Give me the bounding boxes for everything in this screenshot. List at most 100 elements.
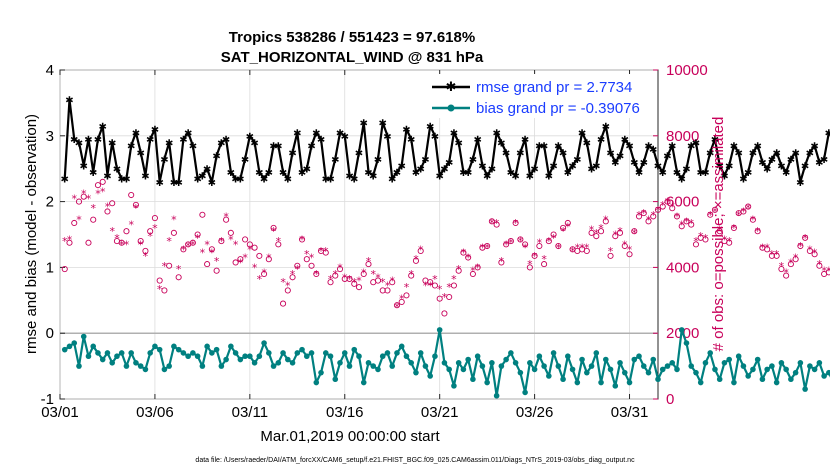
bias-point xyxy=(152,343,158,350)
obs-assimilated-marker: * xyxy=(684,215,690,228)
bias-point xyxy=(156,346,163,353)
obs-assimilated-marker: * xyxy=(370,268,376,281)
obs-assimilated-marker: * xyxy=(589,224,595,237)
obs-assimilated-marker: * xyxy=(731,222,737,235)
obs-assimilated-marker: * xyxy=(238,256,244,269)
rmse-point: ✱ xyxy=(374,155,382,166)
bias-point xyxy=(341,350,348,356)
bias-point xyxy=(764,366,770,373)
obs-assimilated-marker: * xyxy=(185,240,191,253)
bias-point xyxy=(484,379,490,386)
obs-assimilated-marker: * xyxy=(100,186,106,199)
rmse-point: ✱ xyxy=(435,171,443,182)
obs-assimilated-marker: * xyxy=(67,233,73,246)
legend-bias-label: bias grand pr = -0.39076 xyxy=(476,100,640,117)
rmse-point: ✱ xyxy=(217,138,225,149)
bias-point xyxy=(811,366,818,373)
rmse-point: ✱ xyxy=(697,168,705,179)
obs-possible-marker xyxy=(583,247,590,254)
rmse-point: ✱ xyxy=(99,122,107,133)
rmse-point: ✱ xyxy=(616,152,624,163)
rmse-point: ✱ xyxy=(426,122,434,133)
bias-point xyxy=(683,340,690,346)
bias-point xyxy=(788,376,794,383)
obs-possible-marker xyxy=(94,182,102,189)
bias-point xyxy=(90,343,97,350)
obs-assimilated-marker: * xyxy=(200,247,206,260)
x-tick-label: 03/16 xyxy=(326,404,364,421)
rmse-point: ✱ xyxy=(530,165,538,176)
obs-assimilated-marker: * xyxy=(546,235,552,248)
obs-possible-marker xyxy=(678,223,685,230)
bias-point xyxy=(351,346,358,353)
rmse-point: ✱ xyxy=(673,168,681,179)
bias-point xyxy=(285,356,291,363)
rmse-point: ✱ xyxy=(208,178,216,189)
rmse-point: ✱ xyxy=(640,158,648,169)
obs-possible-marker xyxy=(189,239,196,246)
obs-possible-marker xyxy=(431,282,438,289)
bias-point xyxy=(498,363,505,369)
rmse-point: ✱ xyxy=(568,161,576,172)
rmse-point: ✱ xyxy=(725,161,733,172)
bias-point xyxy=(773,379,780,386)
rmse-point: ✱ xyxy=(492,129,500,140)
obs-assimilated-marker: * xyxy=(271,225,277,238)
obs-possible-marker xyxy=(336,265,344,273)
bias-point xyxy=(99,356,106,363)
obs-assimilated-marker: * xyxy=(707,209,713,222)
rmse-point: ✱ xyxy=(303,165,311,176)
rmse-point: ✱ xyxy=(744,168,752,179)
bias-point xyxy=(560,376,566,383)
rmse-point: ✱ xyxy=(118,175,126,186)
obs-possible-marker xyxy=(232,259,239,266)
obs-possible-marker xyxy=(640,210,647,217)
obs-possible-marker xyxy=(607,252,614,259)
bias-point xyxy=(754,356,761,363)
obs-possible-marker xyxy=(564,219,571,227)
obs-assimilated-marker: * xyxy=(233,238,239,251)
bias-point xyxy=(85,353,92,360)
obs-assimilated-marker: * xyxy=(204,238,210,251)
obs-assimilated-marker: * xyxy=(356,275,362,288)
obs-assimilated-marker: * xyxy=(783,266,789,279)
obs-assimilated-marker: * xyxy=(494,217,500,230)
rmse-point: ✱ xyxy=(810,142,818,153)
bias-point xyxy=(175,346,182,353)
obs-possible-marker xyxy=(204,261,211,268)
obs-assimilated-marker: * xyxy=(736,209,742,222)
obs-possible-marker xyxy=(536,242,543,250)
bias-point xyxy=(588,363,595,369)
obs-assimilated-marker: * xyxy=(598,222,604,235)
rmse-point: ✱ xyxy=(165,138,173,149)
rmse-point: ✱ xyxy=(236,175,244,186)
rmse-point: ✱ xyxy=(815,158,823,169)
bias-point xyxy=(379,353,386,360)
rmse-point: ✱ xyxy=(402,125,410,136)
rmse-point: ✱ xyxy=(122,175,130,186)
obs-possible-marker xyxy=(218,238,225,245)
rmse-point: ✱ xyxy=(692,138,700,149)
bias-point xyxy=(631,356,638,363)
obs-possible-marker xyxy=(104,208,111,215)
rmse-point: ✱ xyxy=(360,119,368,130)
obs-assimilated-marker: * xyxy=(518,235,524,248)
obs-assimilated-marker: * xyxy=(337,261,343,274)
bias-point xyxy=(593,350,600,356)
obs-possible-marker xyxy=(322,249,329,256)
obs-assimilated-marker: * xyxy=(513,217,519,230)
obs-assimilated-marker: * xyxy=(138,238,144,251)
obs-assimilated-marker: * xyxy=(247,243,253,256)
obs-possible-marker xyxy=(806,247,813,254)
rmse-point: ✱ xyxy=(198,171,206,182)
rmse-point: ✱ xyxy=(260,175,268,186)
obs-assimilated-marker: * xyxy=(679,219,685,232)
bias-point xyxy=(171,343,177,350)
bias-point xyxy=(726,356,732,363)
bias-point xyxy=(318,369,324,376)
y-tick-label-left: 4 xyxy=(46,62,54,79)
rmse-point: ✱ xyxy=(113,165,121,176)
bias-point xyxy=(707,350,714,356)
